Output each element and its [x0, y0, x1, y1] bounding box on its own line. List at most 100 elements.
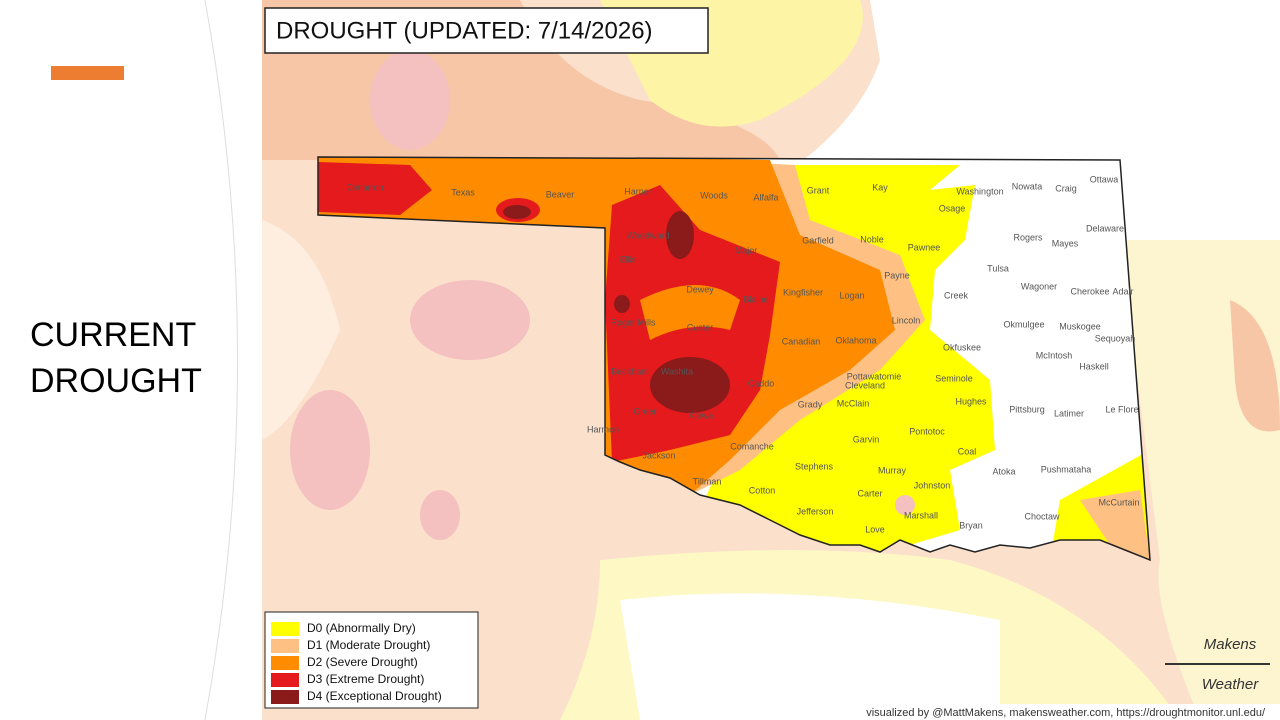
accent-bar — [51, 66, 124, 80]
county-label: Logan — [839, 290, 864, 300]
county-label: Cleveland — [845, 380, 885, 390]
county-label: Seminole — [935, 373, 973, 383]
county-label: Love — [865, 524, 885, 534]
county-label: Tillman — [693, 476, 722, 486]
county-label: Atoka — [992, 466, 1015, 476]
county-label: Osage — [939, 203, 966, 213]
county-label: Pontotoc — [909, 426, 945, 436]
county-label: Kingfisher — [783, 287, 823, 297]
map-title-box — [264, 7, 709, 54]
legend: D0 (Abnormally Dry) D1 (Moderate Drought)… — [271, 621, 442, 704]
county-label: Beaver — [546, 189, 575, 199]
county-label: Latimer — [1054, 408, 1084, 418]
county-label: Johnston — [914, 480, 951, 490]
map-title: DROUGHT (UPDATED: 7/14/2026) — [276, 17, 653, 44]
county-label: Lincoln — [892, 315, 921, 325]
county-label: Blaine — [743, 294, 768, 304]
county-label: Tulsa — [987, 263, 1009, 273]
county-label: Okfuskee — [943, 342, 981, 352]
county-label: Bryan — [959, 520, 983, 530]
county-label: Ottawa — [1090, 174, 1119, 184]
county-label: Garfield — [802, 235, 834, 245]
county-label: Woods — [700, 190, 728, 200]
logo-bottom: Weather — [1202, 676, 1259, 693]
county-label: Woodward — [627, 230, 670, 240]
county-label: Mayes — [1052, 238, 1079, 248]
county-label: Adair — [1112, 286, 1133, 296]
county-label: Cotton — [749, 485, 776, 495]
county-label: Canadian — [782, 336, 821, 346]
county-label: Harmon — [587, 424, 619, 434]
slide-panel — [0, 0, 238, 720]
county-label: Jackson — [642, 450, 675, 460]
legend-label: D3 (Extreme Drought) — [307, 672, 424, 686]
credit: visualized by @MattMakens, makensweather… — [866, 707, 1266, 719]
county-label: Marshall — [904, 510, 938, 520]
county-label: Murray — [878, 465, 907, 475]
logo: Makens Weather — [1165, 636, 1270, 693]
county-label: Kiowa — [689, 410, 714, 420]
state-outline — [317, 156, 1151, 562]
county-label: Noble — [860, 234, 884, 244]
county-label: Pushmataha — [1041, 464, 1092, 474]
legend-label: D1 (Moderate Drought) — [307, 638, 430, 652]
county-label: Washita — [661, 366, 693, 376]
county-label: Garvin — [853, 434, 880, 444]
county-label: Beckham — [611, 366, 649, 376]
county-label: Pottawatomie — [847, 371, 902, 381]
county-label: Cherokee — [1070, 286, 1109, 296]
county-label: Kay — [872, 182, 888, 192]
county-label: Dewey — [686, 284, 714, 294]
county-label: Sequoyah — [1095, 333, 1136, 343]
county-label: Grady — [798, 399, 823, 409]
county-label: Texas — [451, 187, 475, 197]
county-label: Wagoner — [1021, 281, 1057, 291]
county-label: Pittsburg — [1009, 404, 1045, 414]
county-label: Washington — [956, 186, 1003, 196]
county-label: Alfalfa — [753, 192, 778, 202]
county-label: Creek — [944, 290, 969, 300]
county-label: McCurtain — [1098, 497, 1139, 507]
county-label: Le Flore — [1105, 404, 1138, 414]
county-label: Cimarron — [346, 182, 383, 192]
county-label: Rogers — [1013, 232, 1043, 242]
county-label: Carter — [857, 488, 882, 498]
county-label: Stephens — [795, 461, 834, 471]
county-label: Comanche — [730, 441, 774, 451]
county-label: Coal — [958, 446, 977, 456]
legend-label: D0 (Abnormally Dry) — [307, 621, 416, 635]
county-label: Craig — [1055, 183, 1077, 193]
county-label: Grant — [807, 185, 830, 195]
county-label: Okmulgee — [1003, 319, 1044, 329]
county-label: Caddo — [748, 378, 775, 388]
county-label: Jefferson — [797, 506, 834, 516]
legend-swatch — [271, 622, 299, 636]
county-label: Oklahoma — [835, 335, 876, 345]
county-label: Delaware — [1086, 223, 1124, 233]
county-label: Nowata — [1012, 181, 1043, 191]
logo-top: Makens — [1204, 636, 1257, 653]
legend-label: D2 (Severe Drought) — [307, 655, 418, 669]
county-label: Greer — [633, 406, 656, 416]
county-label: Major — [735, 245, 758, 255]
legend-swatch — [271, 656, 299, 670]
county-label: Harper — [624, 186, 652, 196]
legend-swatch — [271, 673, 299, 687]
county-label: Choctaw — [1024, 511, 1060, 521]
legend-swatch — [271, 690, 299, 704]
county-label: Roger Mills — [610, 317, 656, 327]
legend-label: D4 (Exceptional Drought) — [307, 689, 442, 703]
slide-title: CURRENT DROUGHT — [30, 316, 202, 400]
legend-box — [264, 611, 479, 709]
county-label: Custer — [687, 322, 714, 332]
legend-swatch — [271, 639, 299, 653]
county-label: Pawnee — [908, 242, 941, 252]
county-labels: Cimarron Texas Beaver Harper Woods Alfalfa Gra… — [346, 174, 1139, 534]
county-label: Hughes — [955, 396, 987, 406]
county-label: Haskell — [1079, 361, 1109, 371]
county-label: Ellis — [620, 254, 637, 264]
county-label: McClain — [837, 398, 870, 408]
county-label: McIntosh — [1036, 350, 1073, 360]
